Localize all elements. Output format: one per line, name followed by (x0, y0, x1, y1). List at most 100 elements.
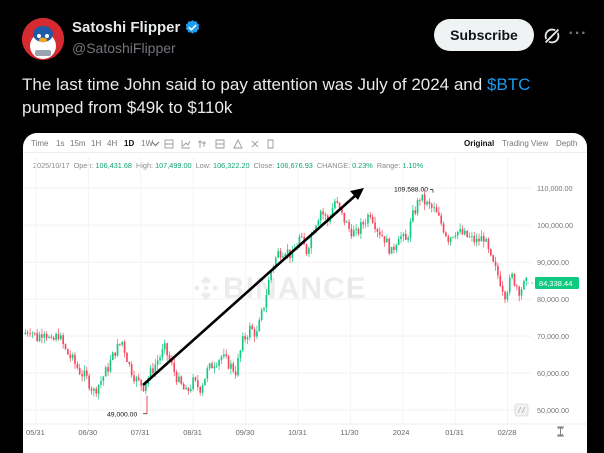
candle (93, 387, 95, 397)
candle-body (178, 376, 180, 383)
grok-icon[interactable] (541, 25, 563, 47)
candle-body (341, 208, 343, 213)
candle-body (336, 201, 339, 203)
candle-body (400, 236, 402, 240)
candle-body (38, 334, 41, 342)
candle (430, 202, 433, 213)
candle-body (310, 234, 313, 249)
candle-body (300, 236, 303, 238)
candle (128, 361, 131, 367)
candle-body (487, 238, 490, 250)
x-tick-label: 11/30 (340, 428, 358, 437)
timeframe-dropdown-icon[interactable] (151, 140, 160, 148)
candle (95, 386, 98, 398)
candle (223, 348, 225, 359)
candle-body (251, 325, 254, 330)
candlestick-chart[interactable]: BINANCE 110,000.00 100,000.00 90,000.00 80,… (23, 133, 587, 453)
candle-body (305, 244, 308, 254)
candle (305, 243, 308, 256)
candle-body (508, 277, 511, 293)
candle-body (215, 365, 218, 367)
view-original[interactable]: Original (464, 139, 495, 148)
chart-settings-icon[interactable] (514, 403, 529, 417)
candle-body (145, 384, 147, 391)
candle-body (376, 229, 379, 232)
candle-body (492, 255, 495, 262)
candle-body (213, 366, 216, 369)
subscribe-button[interactable]: Subscribe (434, 19, 534, 51)
candle (104, 365, 107, 377)
candle-body (367, 214, 369, 224)
candle-body (111, 352, 114, 361)
fullscreen-icon[interactable] (557, 426, 564, 437)
candle-body (445, 232, 447, 237)
candle (59, 332, 62, 341)
author-name[interactable]: Satoshi Flipper (72, 19, 181, 36)
candle (159, 354, 161, 365)
ohlc-date: 2025/10/17 (33, 161, 70, 170)
candle-body (308, 248, 310, 254)
candle-body (256, 331, 258, 337)
view-trading-view[interactable]: Trading View (502, 139, 549, 148)
avatar[interactable] (22, 18, 64, 60)
candle (206, 365, 209, 383)
candle-body (409, 221, 412, 238)
candle-body (33, 332, 36, 334)
candle-body (270, 269, 272, 280)
candle-body (171, 359, 173, 363)
timeframe-15m[interactable]: 15m (70, 139, 86, 148)
candle (145, 383, 147, 395)
current-price-tag (535, 277, 579, 290)
candle (378, 227, 381, 239)
candle (289, 249, 291, 263)
author-name-row[interactable]: Satoshi Flipper (72, 19, 201, 36)
candle-body (102, 376, 105, 381)
candle-body (494, 261, 497, 267)
candle-body (95, 388, 98, 394)
candle (355, 224, 357, 236)
candle-body (390, 246, 393, 254)
x-tick-label: 01/31 (445, 428, 464, 437)
candle-body (452, 236, 454, 238)
timeframe-1d[interactable]: 1D (124, 139, 135, 148)
candle-body (506, 292, 509, 300)
ohlc-range-label: Range: (376, 161, 401, 170)
candle (364, 218, 367, 228)
candle (38, 331, 41, 343)
chart-tools-icons[interactable] (164, 138, 274, 150)
candle-body (324, 214, 327, 216)
timeframe-1w[interactable]: 1W (141, 139, 153, 148)
candle (114, 352, 116, 359)
candle-body (315, 225, 317, 232)
candle (258, 317, 261, 332)
candle (265, 288, 268, 313)
view-depth[interactable]: Depth (556, 139, 578, 148)
timeframe-4h[interactable]: 4H (107, 139, 118, 148)
candle-body (504, 291, 506, 300)
more-icon[interactable]: ··· (568, 25, 588, 42)
candle (244, 332, 246, 343)
candle (513, 273, 516, 287)
candle-body (402, 233, 405, 237)
cashtag-link[interactable]: $BTC (486, 75, 531, 94)
candle-body (135, 377, 138, 382)
ohlc-open: 106,431.68 (95, 161, 132, 170)
candle (461, 225, 464, 236)
candle (350, 224, 353, 239)
candle (199, 386, 202, 396)
author-handle[interactable]: @SatoshiFlipper (72, 40, 176, 56)
candle-body (430, 204, 433, 208)
timeframe-time[interactable]: Time (31, 139, 49, 148)
timeframe-1h[interactable]: 1H (91, 139, 102, 148)
candle-body (433, 207, 435, 209)
candle (336, 196, 339, 204)
candle-body (62, 335, 64, 345)
timeframe-1s[interactable]: 1s (56, 139, 65, 148)
candle-body (201, 385, 204, 393)
chart-image[interactable]: Time 1s 15m 1H 4H 1D 1W Original Trading… (23, 133, 587, 453)
candle-body (291, 250, 294, 259)
candle-body (107, 367, 109, 372)
candle-body (497, 266, 499, 276)
candle (345, 219, 348, 223)
candle (218, 358, 220, 371)
